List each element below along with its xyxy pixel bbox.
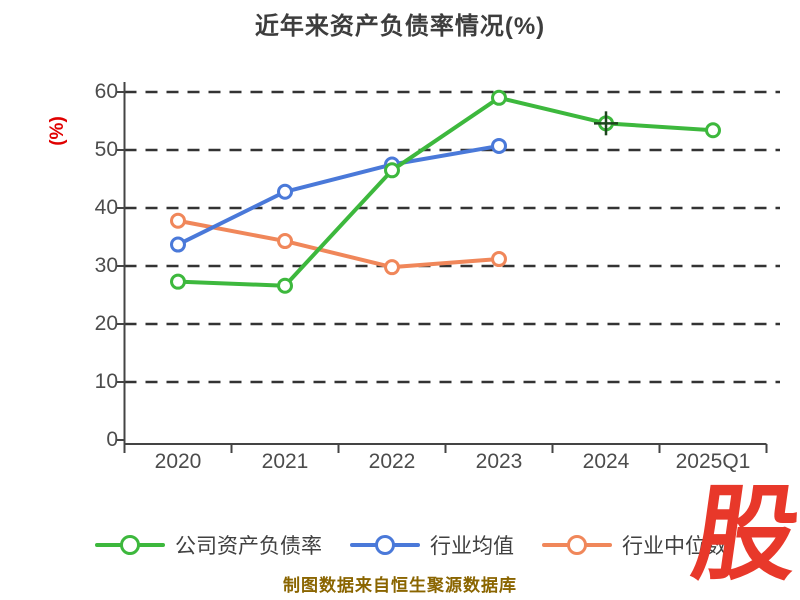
data-point-marker <box>705 122 721 139</box>
legend-item-company-ratio: 公司资产负债率 <box>95 530 322 560</box>
legend-label: 公司资产负债率 <box>175 535 322 558</box>
y-tick-label: 20 <box>94 312 118 335</box>
series-line <box>176 95 715 288</box>
x-tick-label: 2022 <box>368 450 416 473</box>
line-marker-swatch-green <box>95 535 165 555</box>
data-point-marker <box>170 273 186 290</box>
line-marker-swatch-blue <box>350 535 420 555</box>
series-line <box>176 143 501 247</box>
series-line <box>176 218 501 270</box>
legend-item-industry-mean: 行业均值 <box>350 530 514 560</box>
data-point-marker <box>277 233 293 250</box>
chart-title: 近年来资产负债率情况(%) <box>254 13 546 40</box>
x-tick-label: 2023 <box>475 450 523 473</box>
line-marker-swatch-orange <box>542 535 612 555</box>
data-point-marker <box>277 183 293 200</box>
y-tick-label: 0 <box>106 428 118 451</box>
data-point-marker <box>384 162 400 179</box>
data-point-marker <box>491 251 507 268</box>
data-point-marker <box>384 259 400 276</box>
y-tick-label: 30 <box>94 254 118 277</box>
x-tick-label: 2021 <box>261 450 309 473</box>
data-source-caption: 制图数据来自恒生聚源数据库 <box>283 576 517 595</box>
legend-label: 行业中位数 <box>622 535 727 558</box>
data-point-marker <box>170 236 186 253</box>
x-tick-label: 2025Q1 <box>675 450 751 473</box>
y-tick-label: 60 <box>94 80 118 103</box>
y-tick-label: 10 <box>94 370 118 393</box>
y-tick-label: 50 <box>94 138 118 161</box>
x-tick-label: 2020 <box>154 450 202 473</box>
data-point-marker <box>170 212 186 229</box>
data-point-marker <box>491 137 507 154</box>
legend-item-industry-median: 行业中位数 <box>542 530 727 560</box>
legend-label: 行业均值 <box>430 535 514 558</box>
stock-logo: 股 <box>685 477 800 593</box>
y-tick-label: 40 <box>94 196 118 219</box>
data-point-marker <box>277 277 293 294</box>
x-tick-label: 2024 <box>582 450 630 473</box>
legend: 公司资产负债率 行业均值 行业中位数 <box>95 530 727 560</box>
data-point-marker <box>491 89 507 106</box>
